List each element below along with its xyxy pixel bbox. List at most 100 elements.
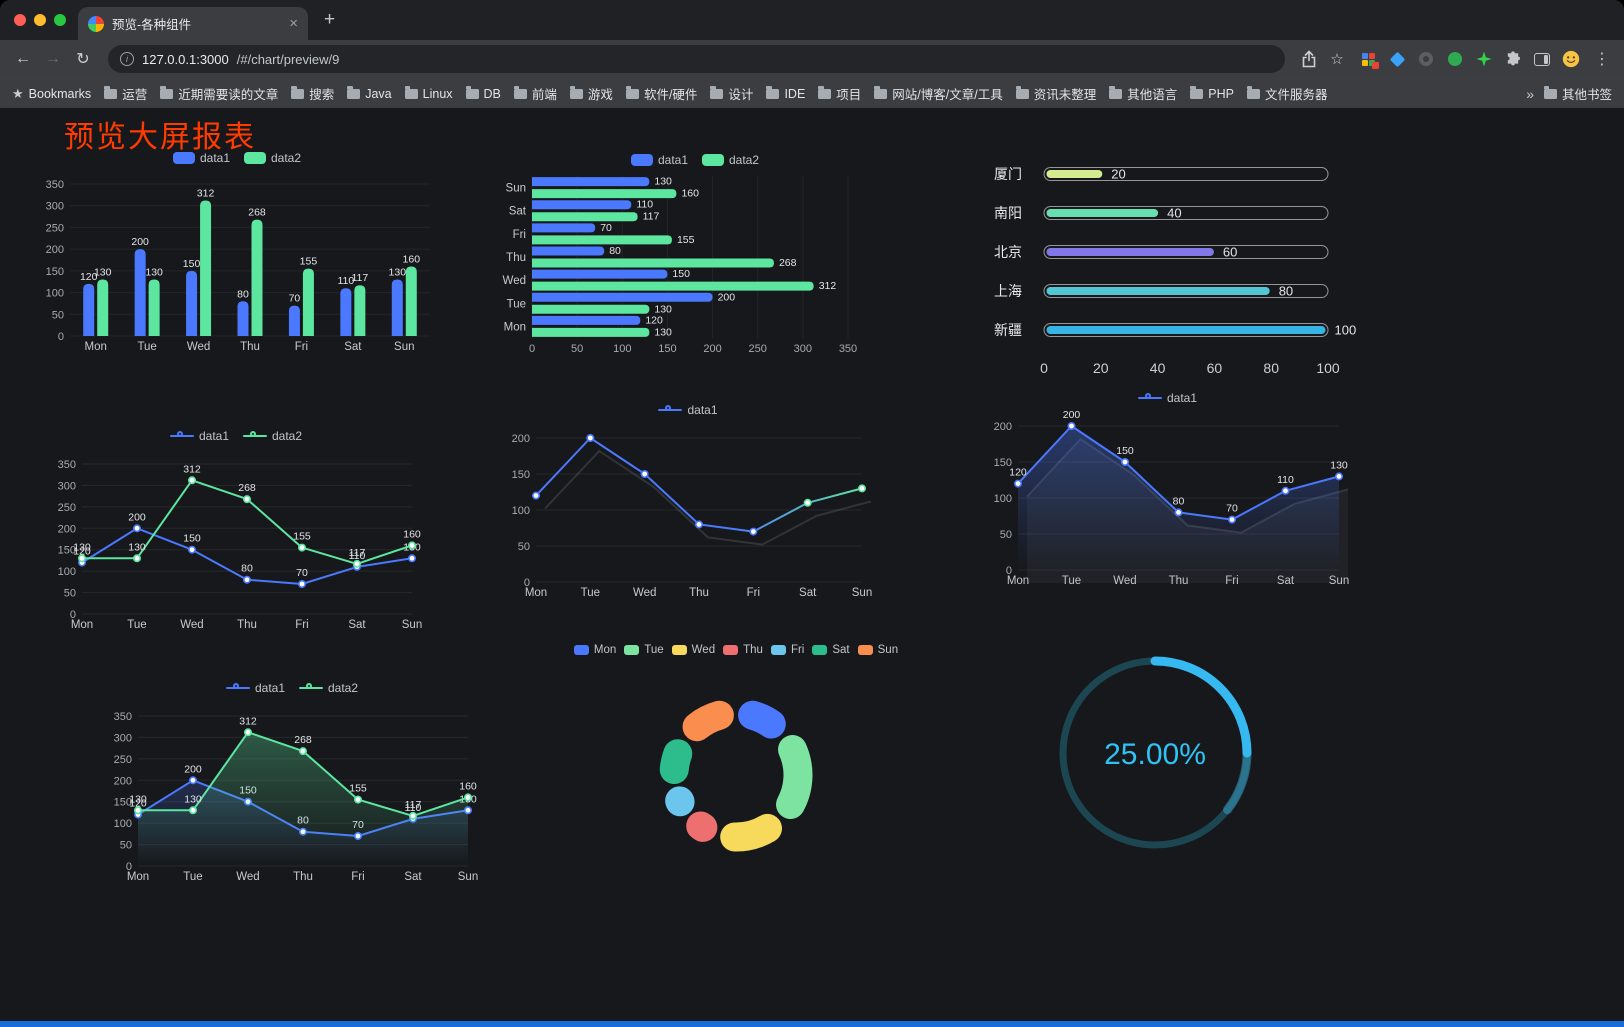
area-line-chart-two-series[interactable]: data1 data2 0 50 100 150 200 250 300 350 Mon Tue Wed…: [100, 678, 484, 884]
svg-text:100: 100: [114, 818, 132, 830]
legend-label: data2: [272, 429, 303, 443]
gauge-chart[interactable]: 25.00%: [1030, 633, 1280, 873]
svg-text:160: 160: [459, 780, 477, 792]
legend-item-Tue[interactable]: Tue: [624, 644, 664, 656]
bookmark-folder[interactable]: 软件/硬件: [625, 84, 697, 103]
other-bookmarks-folder[interactable]: 其他书签: [1543, 84, 1612, 103]
bookmarks-list: ★ Bookmarks 运营 近期需要读的文章 搜索 Java Linux DB…: [12, 84, 1516, 103]
legend-item-data2[interactable]: data2: [243, 429, 302, 443]
address-bar[interactable]: i 127.0.0.1:3000 /#/chart/preview/9: [108, 45, 1285, 73]
folder-icon: [404, 86, 418, 99]
svg-text:Thu: Thu: [237, 619, 257, 631]
bookmark-star-icon[interactable]: ☆: [1330, 51, 1344, 68]
legend-item-data1[interactable]: data1: [225, 681, 285, 695]
bookmark-folder[interactable]: DB: [465, 86, 501, 101]
bookmark-folder[interactable]: 近期需要读的文章: [160, 84, 278, 103]
legend-item-data1[interactable]: data1: [630, 153, 688, 167]
back-icon[interactable]: ←: [15, 50, 31, 67]
bookmark-folder[interactable]: PHP: [1190, 86, 1234, 101]
svg-text:Fri: Fri: [295, 619, 308, 631]
bookmark-folder[interactable]: IDE: [766, 86, 805, 101]
legend-item-data2[interactable]: data2: [299, 681, 358, 695]
svg-text:120: 120: [1009, 467, 1027, 479]
bookmark-folder[interactable]: 文件服务器: [1246, 84, 1327, 103]
legend-item-data1[interactable]: data1: [169, 429, 229, 443]
svg-text:上海: 上海: [994, 283, 1022, 299]
svg-text:80: 80: [241, 563, 253, 575]
close-window-button[interactable]: [14, 14, 26, 26]
extension-grid-icon[interactable]: [1359, 50, 1379, 69]
svg-text:Fri: Fri: [351, 871, 364, 883]
svg-text:130: 130: [654, 326, 672, 338]
donut-chart[interactable]: Mon Tue Wed Thu Fri Sat Sun: [552, 640, 920, 886]
bookmark-folder[interactable]: Linux: [404, 86, 453, 101]
extension-star-icon[interactable]: [1475, 50, 1493, 68]
side-panel-icon[interactable]: [1533, 50, 1551, 68]
svg-text:250: 250: [749, 343, 767, 355]
svg-text:Sat: Sat: [799, 587, 817, 599]
browser-tab[interactable]: 预览-各种组件 ×: [78, 7, 308, 40]
svg-text:200: 200: [718, 291, 736, 303]
extensions-puzzle-icon[interactable]: [1504, 50, 1522, 68]
bookmark-folder[interactable]: 项目: [818, 84, 861, 103]
svg-text:110: 110: [405, 802, 422, 814]
area-line-chart[interactable]: data1 0 50 100 150 200 Mon Tue Wed Thu Fri Sat Sun 12…: [980, 388, 1355, 588]
line-chart-two-series[interactable]: data1 data2 0 50 100 150 200 250 300 350 Mon Tue Wed…: [44, 426, 428, 632]
minimize-window-button[interactable]: [34, 14, 46, 26]
forward-icon[interactable]: →: [45, 50, 61, 67]
grouped-bar-chart[interactable]: data1 data2 0 50 100 150 200 250 300 350 Mon Tue Wed…: [36, 148, 438, 354]
maximize-window-button[interactable]: [54, 14, 66, 26]
gradient-line-chart[interactable]: data1 0 50 100 150 200 Mon Tue Wed Thu Fri Sat Sun: [498, 400, 878, 600]
legend-item-Sun[interactable]: Sun: [857, 644, 898, 656]
svg-text:130: 130: [654, 176, 672, 188]
legend-item-data2[interactable]: data2: [244, 151, 301, 165]
area-line-two-series-canvas: 0 50 100 150 200 250 300 350 Mon Tue Wed Thu Fri Sat S…: [114, 711, 479, 883]
svg-text:Wed: Wed: [1113, 575, 1136, 587]
new-tab-button[interactable]: +: [324, 9, 336, 30]
legend-label: data2: [328, 681, 359, 695]
site-info-icon[interactable]: i: [120, 52, 134, 66]
capsule-ranking-chart[interactable]: 厦门 20 南阳 40 北京 60 上海 80 新疆 100 0 20 40 60 80 100: [992, 158, 1364, 386]
svg-text:120: 120: [129, 798, 147, 810]
bookmarks-root-folder[interactable]: ★ Bookmarks: [12, 86, 91, 102]
extension-circle-icon[interactable]: [1417, 50, 1435, 68]
share-icon[interactable]: [1297, 50, 1321, 68]
bookmark-folder[interactable]: 搜索: [291, 84, 334, 103]
bookmark-folder[interactable]: 资讯未整理: [1015, 84, 1096, 103]
bookmark-folder[interactable]: 网站/博客/文章/工具: [874, 84, 1003, 103]
svg-text:Sun: Sun: [402, 619, 422, 631]
profile-avatar[interactable]: [1562, 50, 1580, 68]
legend-item-Wed[interactable]: Wed: [671, 644, 715, 656]
tab-close-icon[interactable]: ×: [289, 15, 298, 32]
svg-text:100: 100: [613, 343, 631, 355]
legend-item-Thu[interactable]: Thu: [723, 644, 763, 656]
bookmark-folder[interactable]: 运营: [104, 84, 147, 103]
svg-text:200: 200: [1063, 409, 1081, 421]
extension-green-circle-icon[interactable]: [1446, 50, 1464, 68]
svg-text:Mon: Mon: [504, 321, 526, 333]
legend-item-Mon[interactable]: Mon: [573, 644, 616, 656]
bookmark-label: 运营: [122, 88, 148, 102]
svg-text:50: 50: [571, 343, 583, 355]
horizontal-bar-chart[interactable]: data1 data2 0 50 100 150 200 250 300 350 Mon Tue Wed…: [498, 150, 892, 356]
legend-label: data1: [657, 153, 688, 167]
bookmark-folder[interactable]: 其他语言: [1109, 84, 1177, 103]
bookmark-folder[interactable]: Java: [347, 86, 392, 101]
bookmarks-overflow-icon[interactable]: »: [1526, 85, 1534, 102]
bookmark-folder[interactable]: 设计: [710, 84, 753, 103]
legend-item-data1[interactable]: data1: [1137, 391, 1197, 405]
svg-text:120: 120: [73, 546, 91, 558]
bookmarks-bar: ★ Bookmarks 运营 近期需要读的文章 搜索 Java Linux DB…: [0, 78, 1624, 108]
legend-item-data1[interactable]: data1: [172, 151, 230, 165]
folder-icon: [625, 86, 639, 99]
bookmark-folder[interactable]: 游戏: [569, 84, 613, 103]
bookmark-folder[interactable]: 前端: [513, 84, 557, 103]
reload-icon[interactable]: ↻: [76, 51, 90, 68]
legend-item-Sat[interactable]: Sat: [812, 644, 850, 656]
legend-item-data1[interactable]: data1: [658, 403, 718, 417]
legend-item-Fri[interactable]: Fri: [770, 644, 804, 656]
svg-text:117: 117: [351, 272, 368, 284]
browser-menu-icon[interactable]: ⋮: [1594, 51, 1610, 68]
legend-item-data2[interactable]: data2: [702, 153, 759, 167]
extension-diamond-icon[interactable]: [1388, 50, 1406, 68]
